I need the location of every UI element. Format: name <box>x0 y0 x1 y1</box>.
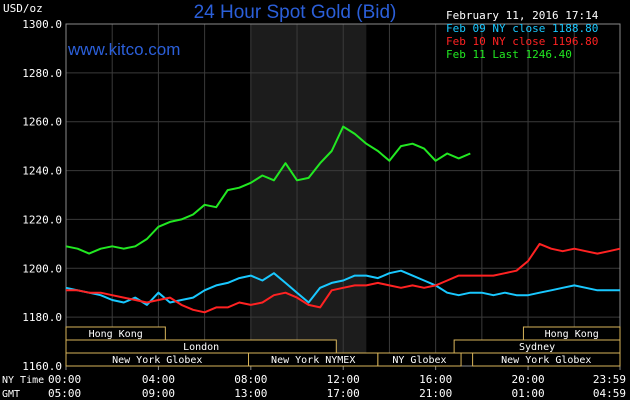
nymex-shaded-region <box>250 24 367 366</box>
x-tick-label-ny: 16:00 <box>419 373 452 386</box>
x-tick-label-gmt: 13:00 <box>234 387 267 400</box>
session-label: New York Globex <box>501 355 591 366</box>
session-label: Hong Kong <box>89 329 143 340</box>
legend-feb11: Feb 11 Last 1246.40 <box>446 48 572 61</box>
y-axis-ticks: 1300.0 1280.0 1260.0 1240.0 1220.0 1200.0 1180… <box>22 18 62 373</box>
market-sessions: Hong Kong Hong Kong London Sydney New York G… <box>65 326 621 367</box>
website-label: www.kitco.com <box>67 40 180 59</box>
y-unit-label: USD/oz <box>3 2 43 15</box>
session-label: Hong Kong <box>545 329 599 340</box>
x-tick-label-gmt: 17:00 <box>327 387 360 400</box>
series-line-2 <box>65 125 471 255</box>
y-tick-label: 1240.0 <box>22 165 62 178</box>
session-label: London <box>183 342 219 353</box>
session-box <box>377 352 462 367</box>
session-label: NY Globex <box>392 355 446 366</box>
series-line-1 <box>66 242 621 314</box>
x-tick-label-ny: 04:00 <box>142 373 175 386</box>
y-tick-label: 1280.0 <box>22 67 62 80</box>
legend-feb10: Feb 10 NY close 1196.80 <box>446 35 598 48</box>
x-tick-label-gmt: 05:00 <box>48 387 81 400</box>
series-lines <box>65 125 621 314</box>
y-tick-label: 1200.0 <box>22 262 62 275</box>
x-tick-label-ny: 20:00 <box>511 373 544 386</box>
x-tick-label-ny: 08:00 <box>234 373 267 386</box>
x-tick-label-gmt: 09:00 <box>142 387 175 400</box>
session-label: New York NYMEX <box>271 355 355 366</box>
y-tick-label: 1160.0 <box>22 360 62 373</box>
series-line-0 <box>65 269 620 306</box>
session-label: Sydney <box>519 342 555 353</box>
x-tick-label-gmt: 04:59 <box>593 387 626 400</box>
legend-feb09: Feb 09 NY close 1188.80 <box>446 22 598 35</box>
x-tick-label-ny: 23:59 <box>593 373 626 386</box>
y-tick-label: 1220.0 <box>22 213 62 226</box>
session-label: New York Globex <box>112 355 202 366</box>
x-tick-label-gmt: 01:00 <box>511 387 544 400</box>
ny-time-row-label: NY Time <box>2 375 44 386</box>
chart-title: 24 Hour Spot Gold (Bid) <box>194 2 397 23</box>
x-tick-label-ny: 12:00 <box>327 373 360 386</box>
gmt-row-label: GMT <box>2 389 20 400</box>
y-tick-label: 1300.0 <box>22 18 62 31</box>
timestamp: February 11, 2016 17:14 <box>446 9 599 22</box>
y-tick-label: 1260.0 <box>22 116 62 129</box>
y-tick-label: 1180.0 <box>22 311 62 324</box>
x-tick-label-ny: 00:00 <box>48 373 81 386</box>
session-box <box>472 352 621 367</box>
x-tick-label-gmt: 21:00 <box>419 387 452 400</box>
